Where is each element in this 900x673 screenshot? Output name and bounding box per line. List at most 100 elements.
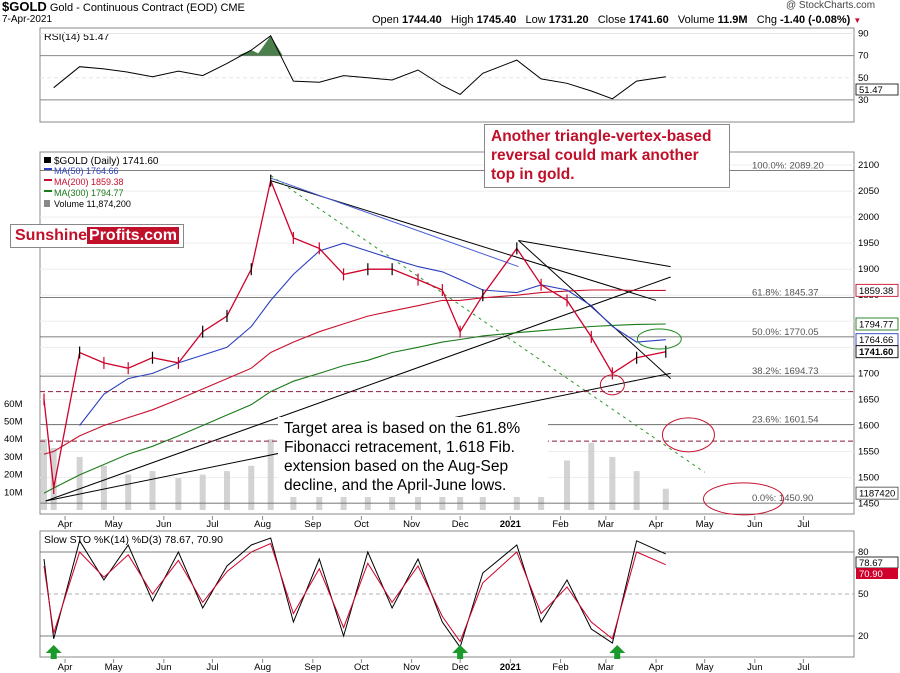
- ma200-line: [43, 289, 666, 455]
- x-tick-label: Sep: [304, 662, 321, 673]
- legend-volume-swatch: [44, 200, 50, 207]
- volume-value: 11.9M: [717, 14, 748, 26]
- fibonacci-levels: 100.0%: 2089.20 61.8%: 1845.37 50.0%: 1770…: [40, 161, 854, 504]
- stochastic-title: Slow STO %K(14) %D(3) 78.67, 70.90: [44, 534, 223, 546]
- resistance-trendline: [518, 240, 671, 268]
- price-panel: 2100205020001950190018501800175017001650…: [4, 151, 899, 530]
- low-label: Low: [525, 14, 546, 26]
- legend-ma300: MA(300) 1794.77: [54, 188, 124, 198]
- green-up-arrow-icon: [609, 645, 626, 659]
- price-tick-label: 1950: [858, 238, 879, 249]
- stochastic-x-axis-labels: Apr May Jun Jul Aug Sep Oct Nov Dec 2021 Feb Mar Apr…: [58, 659, 810, 673]
- price-badge-label: 1859.38: [859, 286, 893, 297]
- fib-level-label: 23.6%: 1601.54: [752, 415, 819, 426]
- ohlc-line: Open 1744.40 High 1745.40 Low 1731.20 Cl…: [372, 14, 861, 26]
- x-tick-label: Jul: [206, 662, 218, 673]
- price-tick-label: 1500: [858, 473, 879, 484]
- price-legend: $GOLD (Daily) 1741.60 MA(50) 1764.66 MA(…: [44, 156, 159, 209]
- down-arrow-icon: ▼: [853, 16, 862, 25]
- legend-ma200: MA(200) 1859.38: [54, 177, 124, 187]
- x-tick-label: Jun: [156, 519, 171, 530]
- volume-bar: [41, 439, 47, 510]
- triangle-vertex-note: Another triangle-vertex-based reversal c…: [484, 124, 730, 188]
- x-tick-label: Feb: [552, 519, 568, 530]
- volume-bar: [248, 465, 255, 510]
- description: Gold - Continuous Contract (EOD): [49, 2, 218, 14]
- volume-bar: [609, 456, 616, 510]
- volume-tick-label: 50M: [4, 417, 23, 428]
- x-tick-label: Jun: [156, 662, 171, 673]
- price-badge: [855, 486, 899, 500]
- fib-level-label: 100.0%: 2089.20: [752, 161, 824, 172]
- volume-bar: [223, 471, 230, 510]
- volume-label: Volume: [677, 14, 715, 26]
- price-tick-label: 1600: [858, 420, 879, 431]
- legend-ma50-swatch: [44, 168, 52, 170]
- x-tick-label: Feb: [552, 662, 568, 673]
- target-area-note: Target area is based on the 61.8% Fibona…: [278, 417, 548, 497]
- triangle-vertex-ellipse: [636, 328, 682, 350]
- price-badge: [855, 345, 899, 359]
- sunshine-profits-logo: Sunshine Profits.com: [10, 224, 185, 248]
- volume-tick-label: 20M: [4, 470, 23, 481]
- volume-bar: [125, 474, 132, 510]
- price-tick-label: 1900: [858, 264, 879, 275]
- price-bars: [43, 174, 667, 494]
- watermark: @ StockCharts.com: [786, 0, 876, 11]
- volume-bar: [564, 460, 571, 510]
- low-value: 1731.20: [548, 14, 589, 26]
- price-badge: [855, 283, 899, 297]
- legend-price: $GOLD (Daily) 1741.60: [54, 156, 159, 167]
- highlight-ellipses: [40, 328, 854, 516]
- price-badge-label: 1741.60: [859, 347, 893, 358]
- x-tick-label: Jul: [206, 519, 218, 530]
- chg-value: -1.40 (-0.08%): [780, 14, 851, 26]
- x-tick-label: Apr: [58, 519, 73, 530]
- legend-volume: Volume 11,874,200: [54, 199, 131, 209]
- volume-bar: [633, 471, 640, 510]
- target-area-ellipse: [661, 417, 715, 453]
- chg-label: Chg: [756, 14, 777, 26]
- x-tick-label: Oct: [354, 519, 369, 530]
- sto-k-label: 78.67: [859, 558, 883, 569]
- logo-sunshine: Sunshine: [15, 227, 88, 244]
- x-tick-label: Mar: [598, 662, 614, 673]
- lower-long-trendline: [45, 276, 671, 502]
- symbol: $GOLD: [2, 0, 47, 14]
- close-value: 1741.60: [628, 14, 669, 26]
- logo-profits: Profits.com: [87, 227, 180, 244]
- x-tick-label: Jun: [747, 519, 762, 530]
- green-up-arrow-icon: [452, 645, 469, 659]
- volume-bar: [199, 474, 206, 510]
- volume-bar: [662, 488, 669, 510]
- ma300-line: [43, 323, 666, 494]
- stochastic-k-line: [43, 537, 667, 649]
- stochastic-tick-label: 50: [858, 589, 869, 600]
- x-tick-label: Sep: [304, 519, 321, 530]
- sto-d-badge: [856, 568, 898, 579]
- close-label: Close: [597, 14, 626, 26]
- x-tick-label: Nov: [403, 519, 420, 530]
- legend-ma200-swatch: [44, 179, 52, 181]
- rsi-title: RSI(14) 51.47: [44, 31, 110, 43]
- rsi-panel: RSI(14) 51.47 90 70 50 30 51.47: [39, 27, 899, 123]
- green-up-arrow-icon: [45, 645, 62, 659]
- x-tick-label: Dec: [452, 662, 469, 673]
- price-tick-label: 1550: [858, 446, 879, 457]
- volume-bar: [76, 456, 83, 510]
- chart-date: 7-Apr-2021: [2, 14, 53, 25]
- fib-level-label: 50.0%: 1770.05: [752, 327, 819, 338]
- volume-bar: [175, 478, 182, 510]
- volume-tick-labels: 60M 50M 40M 30M 20M 10M: [4, 399, 23, 498]
- price-badge-label: 1187420: [859, 489, 895, 500]
- stochastic-panel: Slow STO %K(14) %D(3) 78.67, 70.90 80 50 2…: [39, 530, 899, 673]
- rsi-tick-labels: 90 70 50 30: [858, 29, 869, 106]
- price-x-axis-labels: Apr May Jun Jul Aug Sep Oct Nov Dec 2021 Feb Mar Apr…: [58, 516, 810, 530]
- x-tick-label: Jul: [797, 662, 809, 673]
- rsi-tick-label: 30: [858, 95, 869, 106]
- x-tick-label: Jun: [747, 662, 762, 673]
- open-label: Open: [372, 14, 399, 26]
- blue-trendline: [270, 177, 519, 268]
